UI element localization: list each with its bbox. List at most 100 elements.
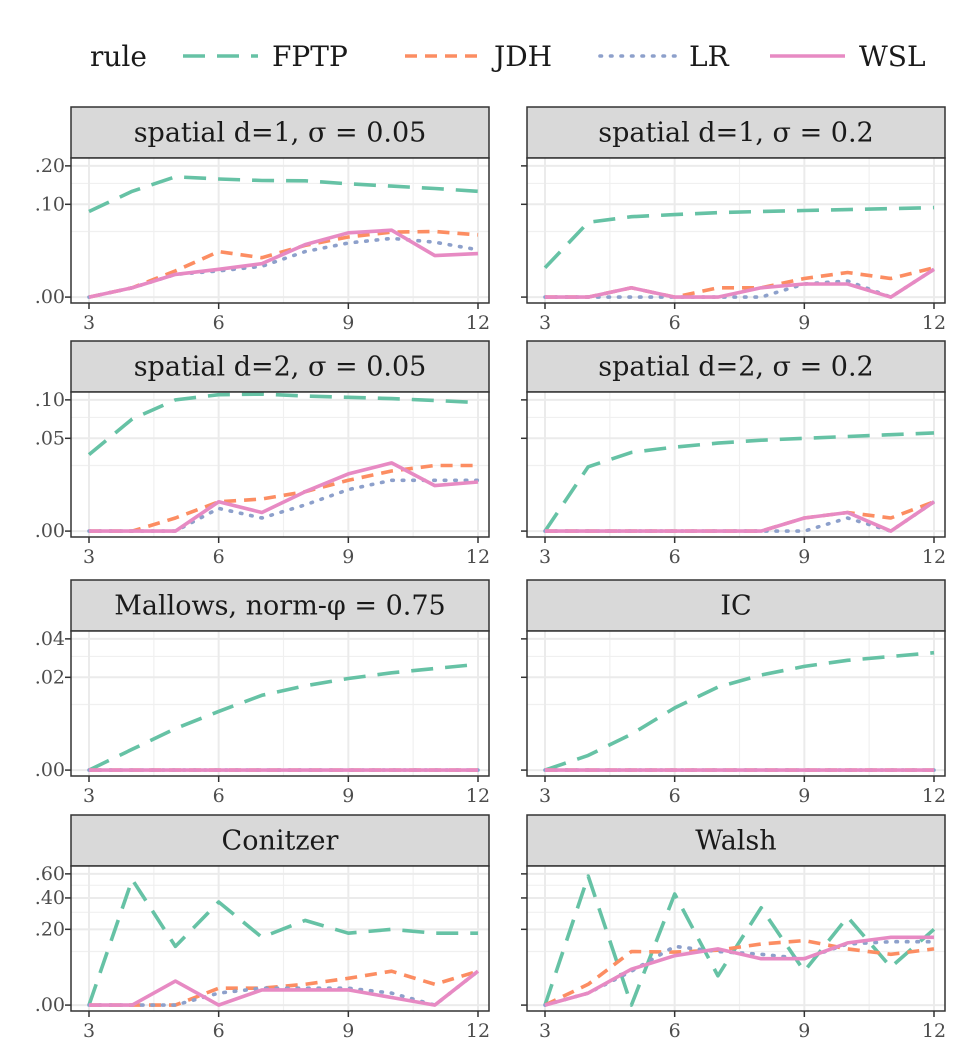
x-tick-label: 12: [922, 1020, 946, 1042]
x-tick-label: 12: [922, 785, 946, 807]
series-line-fptp: [543, 431, 935, 533]
y-tick-label: .00: [35, 286, 65, 308]
series-line-fptp: [543, 874, 936, 1007]
x-tick-label: 3: [83, 785, 95, 807]
panel-border: [70, 391, 490, 538]
series-line-wsl: [545, 267, 935, 299]
x-tick-label: 3: [539, 785, 551, 807]
panel-spatial-d-1-0-05: spatial d=1, σ = 0.05 .00 .10 .20 3 6 9 12: [35, 106, 490, 334]
y-tick-label: .60: [35, 863, 65, 885]
x-tick-label: 12: [466, 312, 490, 334]
series-line-wsl: [545, 500, 936, 533]
x-tick-label: 3: [83, 312, 95, 334]
x-tick-label: 12: [466, 546, 490, 568]
x-tick-label: 6: [669, 785, 681, 807]
x-tick-label: 3: [539, 546, 551, 568]
legend-label-lr: LR: [689, 40, 730, 73]
plot-background: [71, 631, 489, 776]
facet-title: spatial d=2, σ = 0.2: [598, 352, 873, 383]
x-tick-label: 12: [922, 546, 946, 568]
series-line-lr: [87, 969, 480, 1007]
series-line-wsl: [89, 461, 479, 533]
y-tick-label: .10: [35, 193, 65, 215]
legend-label-fptp: FPTP: [272, 40, 348, 73]
y-tick-label: .05: [35, 427, 65, 449]
facet-title: Walsh: [695, 826, 776, 857]
x-tick-label: 3: [539, 312, 551, 334]
y-tick-label: .00: [35, 520, 65, 542]
series-line-wsl: [89, 969, 480, 1007]
facet-strip: [70, 106, 490, 159]
x-tick-label: 6: [669, 546, 681, 568]
panel-conitzer: Conitzer .00 .20 .40.60 3 6 9 12: [35, 814, 490, 1042]
x-tick-label: 12: [466, 1020, 490, 1042]
series-line-jdh: [89, 463, 478, 533]
series-line-wsl: [544, 935, 934, 1007]
series-line-wsl: [88, 228, 479, 299]
panel-spatial-d-1-0-2: spatial d=1, σ = 0.2 3 6 9 12: [521, 106, 946, 334]
panel-spatial-d-2-0-2: spatial d=2, σ = 0.2 3 6 9 12: [521, 340, 946, 568]
panel-border: [526, 865, 946, 1012]
series-line-fptp: [87, 392, 479, 456]
x-tick-label: 9: [798, 785, 810, 807]
y-tick-label: .20: [35, 155, 65, 177]
facet-title: spatial d=1, σ = 0.2: [598, 118, 873, 149]
y-tick-label: .02: [35, 666, 65, 688]
panel-mallows-norm-0-75: Mallows, norm-φ = 0.75 .00 .02 .04 3 6 9 12: [35, 579, 490, 807]
x-tick-label: 12: [922, 312, 946, 334]
facet-title: IC: [720, 591, 751, 622]
x-tick-label: 3: [539, 1020, 551, 1042]
panel-spatial-d-2-0-05: spatial d=2, σ = 0.05 .00 .05 .10 3 6 9 12: [35, 340, 490, 568]
x-tick-label: 6: [213, 1020, 225, 1042]
y-tick-label: .10: [35, 389, 65, 411]
facet-title: Conitzer: [222, 826, 339, 857]
x-tick-label: 9: [342, 785, 354, 807]
series-line-fptp: [88, 662, 479, 772]
series-line-fptp: [544, 650, 935, 772]
panel-border: [526, 391, 946, 538]
y-tick-label: .20: [35, 918, 65, 940]
panel-ic: IC 3 6 9 12: [521, 579, 946, 807]
x-tick-label: 9: [798, 312, 810, 334]
facet-strip: [526, 579, 946, 632]
facet-title: spatial d=1, σ = 0.05: [134, 118, 427, 149]
x-tick-label: 3: [83, 1020, 95, 1042]
plot-background: [527, 158, 945, 303]
facet-strip: [526, 106, 946, 159]
facet-strip: [526, 814, 946, 867]
facet-strip: [526, 340, 946, 393]
plot-background: [71, 392, 489, 537]
legend: rule FPTP JDH LR WSL: [90, 40, 926, 73]
x-tick-label: 6: [213, 312, 225, 334]
series-line-fptp: [88, 175, 479, 214]
series-line-fptp: [543, 205, 935, 270]
legend-title: rule: [90, 40, 147, 73]
x-tick-label: 9: [342, 1020, 354, 1042]
x-tick-label: 3: [83, 546, 95, 568]
panel-border: [70, 865, 490, 1012]
x-tick-label: 9: [342, 312, 354, 334]
panel-border: [526, 157, 946, 304]
y-tick-label: .00: [35, 759, 65, 781]
facet-title: spatial d=2, σ = 0.05: [134, 352, 427, 383]
panel-border: [70, 157, 490, 304]
series-line-fptp: [87, 877, 478, 1006]
x-tick-label: 9: [798, 1020, 810, 1042]
x-tick-label: 6: [213, 546, 225, 568]
series-line-jdh: [544, 938, 935, 1007]
x-tick-label: 9: [342, 546, 354, 568]
panel-border: [526, 630, 946, 777]
x-tick-label: 9: [798, 546, 810, 568]
y-tick-label: .00: [35, 994, 65, 1016]
panel-border: [70, 630, 490, 777]
y-tick-label: .04: [35, 628, 65, 650]
x-tick-label: 6: [669, 1020, 681, 1042]
x-tick-label: 6: [669, 312, 681, 334]
panel-walsh: Walsh 3 6 9 12: [521, 814, 946, 1042]
legend-label-wsl: WSL: [859, 40, 926, 73]
x-tick-label: 6: [213, 785, 225, 807]
legend-label-jdh: JDH: [491, 40, 552, 73]
series-line-lr: [87, 236, 480, 299]
x-tick-label: 12: [466, 785, 490, 807]
